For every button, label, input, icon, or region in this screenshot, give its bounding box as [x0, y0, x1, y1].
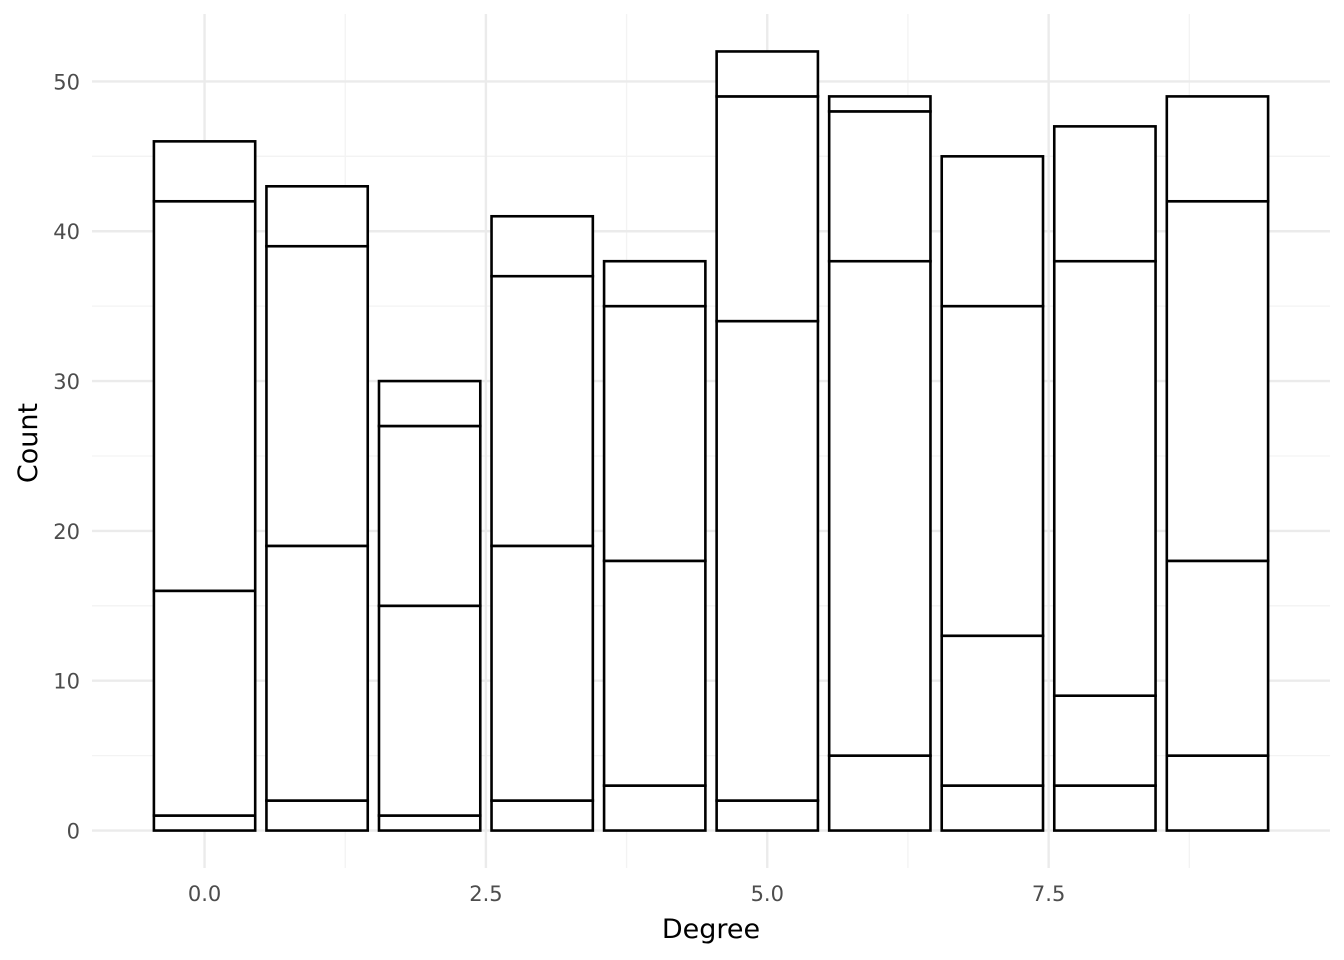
- bar-segment: [152, 589, 257, 817]
- bar-segment: [152, 140, 257, 203]
- bar-segment: [265, 184, 370, 248]
- bar-segment: [265, 799, 370, 832]
- y-axis-title: Count: [13, 403, 44, 483]
- bar-segment: [715, 319, 820, 802]
- bar-segment: [715, 50, 820, 98]
- bar-segment: [827, 754, 932, 832]
- bar-segment: [490, 274, 595, 548]
- bar-segment: [490, 799, 595, 832]
- x-tick-label: 0.0: [188, 882, 221, 906]
- bar-segment: [940, 304, 1045, 638]
- bar-segment: [1052, 259, 1157, 698]
- bar-segment: [265, 244, 370, 548]
- x-tick-label: 2.5: [469, 882, 502, 906]
- bar-segment: [827, 259, 932, 757]
- y-tick-label: 30: [53, 370, 80, 394]
- bar-segment: [940, 784, 1045, 832]
- y-tick-labels: 0 10 20 30 40 50: [53, 70, 80, 843]
- x-tick-label: 7.5: [1032, 882, 1065, 906]
- bar-segment: [1165, 754, 1270, 832]
- bar-segment: [377, 379, 482, 428]
- bar-segment: [1052, 694, 1157, 787]
- bar-segment: [602, 559, 707, 787]
- bar-segment: [377, 814, 482, 832]
- bar-segment: [1165, 199, 1270, 563]
- bar-segment: [1165, 95, 1270, 203]
- bar-segment: [1165, 559, 1270, 757]
- y-tick-label: 10: [53, 670, 80, 694]
- bar-segment: [715, 95, 820, 323]
- bar-segment: [1052, 784, 1157, 832]
- bar-segment: [152, 199, 257, 593]
- bar-segment: [602, 784, 707, 832]
- bar-segment: [827, 110, 932, 263]
- x-tick-label: 5.0: [751, 882, 784, 906]
- bar-segment: [377, 604, 482, 817]
- y-tick-label: 50: [53, 70, 80, 94]
- bar-segment: [265, 544, 370, 802]
- y-tick-label: 40: [53, 220, 80, 244]
- y-tick-label: 0: [67, 820, 80, 844]
- bar-segment: [602, 304, 707, 563]
- y-tick-label: 20: [53, 520, 80, 544]
- bar-segment: [940, 155, 1045, 308]
- bar-segment: [827, 95, 932, 113]
- bar-segment: [152, 814, 257, 832]
- bar-segment: [1052, 125, 1157, 263]
- bar-segment: [602, 259, 707, 308]
- x-axis-title: Degree: [662, 914, 760, 945]
- bar-segment: [715, 799, 820, 832]
- bar-segment: [490, 544, 595, 802]
- x-tick-labels: 0.0 2.5 5.0 7.5: [188, 882, 1065, 906]
- bars: [152, 50, 1270, 832]
- bar-segment: [490, 214, 595, 278]
- bar-segment: [377, 424, 482, 608]
- bar-segment: [940, 634, 1045, 787]
